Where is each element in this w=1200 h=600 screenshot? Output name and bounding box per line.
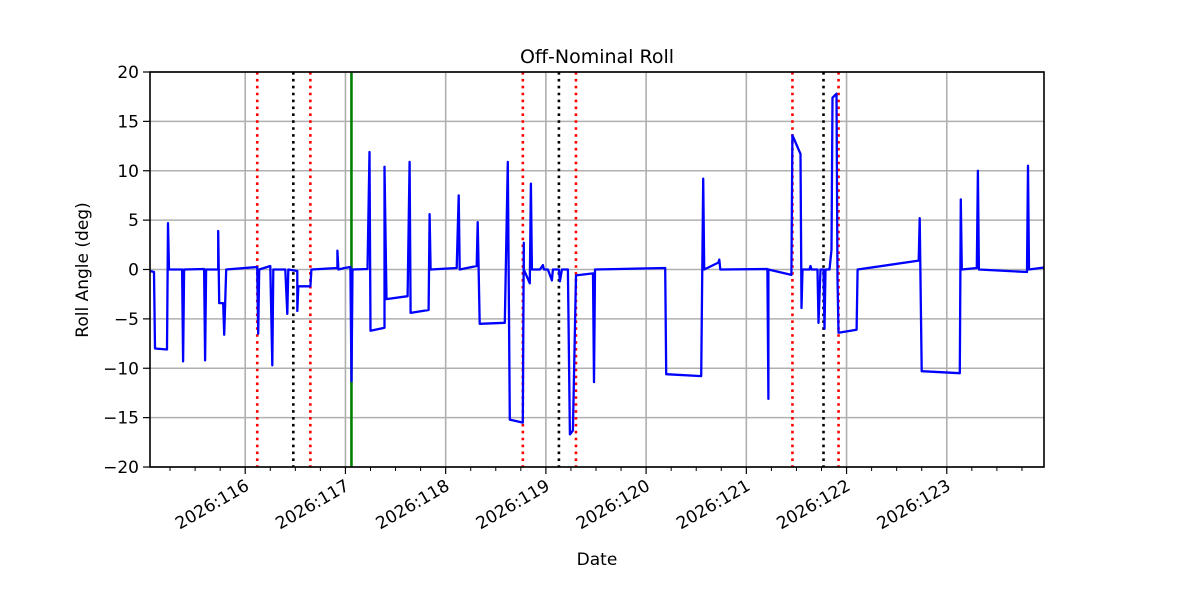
chart-title: Off-Nominal Roll [520, 46, 674, 68]
y-tick-label: −10 [103, 359, 139, 379]
y-axis-label: Roll Angle (deg) [73, 202, 93, 337]
series [149, 92, 1045, 436]
y-tick-label: 15 [117, 112, 139, 132]
x-tick-label: 2026:116 [172, 476, 253, 534]
y-tick-label: −5 [114, 310, 139, 330]
y-tick-label: 10 [117, 162, 139, 182]
x-tick-label: 2026:117 [272, 476, 353, 534]
axes: 2026:116 2026:117 2026:118 2026:119 2026:120… [103, 63, 1045, 534]
x-tick-label: 2026:121 [673, 476, 754, 534]
x-tick-label: 2026:122 [774, 476, 855, 534]
y-tick-label: 20 [117, 63, 139, 83]
x-tick-label: 2026:118 [373, 476, 454, 534]
x-tick-label: 2026:119 [473, 476, 554, 534]
x-tick-label: 2026:123 [874, 476, 955, 534]
y-tick-label: −20 [103, 458, 139, 478]
x-tick-label: 2026:120 [573, 476, 654, 534]
plot-frame [149, 71, 1045, 468]
y-tick-label: 5 [128, 211, 139, 231]
y-tick-label: −15 [103, 409, 139, 429]
y-tick-label: 0 [128, 261, 139, 281]
series-line-roll [149, 92, 1045, 436]
x-axis-label: Date [577, 550, 618, 570]
